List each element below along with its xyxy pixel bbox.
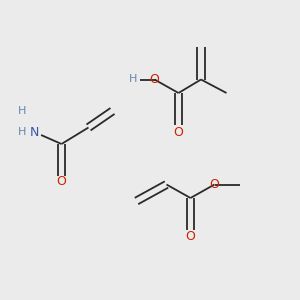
- Text: O: O: [150, 73, 159, 86]
- Text: O: O: [210, 178, 219, 191]
- Text: O: O: [174, 125, 183, 139]
- Text: H: H: [17, 127, 26, 137]
- Text: N: N: [30, 125, 39, 139]
- Text: H: H: [129, 74, 138, 85]
- Text: H: H: [17, 106, 26, 116]
- Text: O: O: [57, 175, 66, 188]
- Text: O: O: [186, 230, 195, 244]
